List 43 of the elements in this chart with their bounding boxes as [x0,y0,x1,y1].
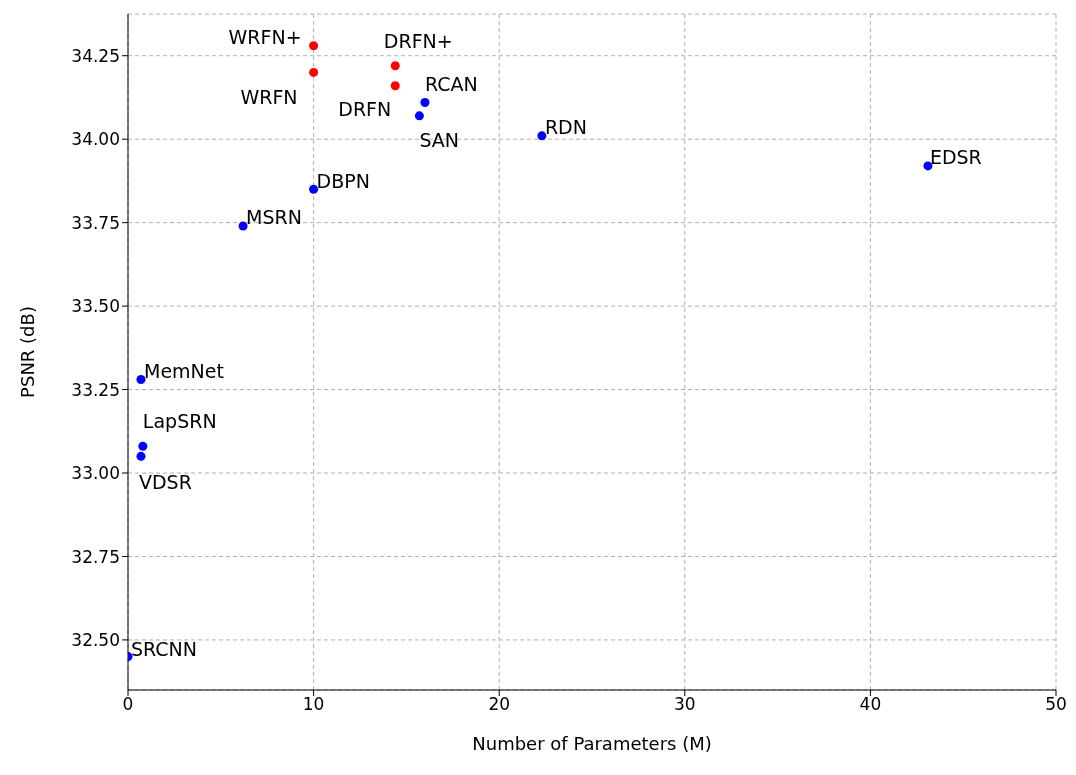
annotation: RCAN [424,73,478,96]
y-tick-label: 34.00 [71,129,120,150]
annotation: DBPN [316,170,370,193]
annotation: DRFN+ [383,29,453,52]
y-axis-title: PSNR (dB) [17,306,39,398]
annotation: MemNet [143,359,224,382]
point [136,451,146,461]
point [537,131,547,141]
point [923,161,933,171]
point [309,41,319,51]
y-tick-label: 33.25 [71,379,120,400]
point [390,61,400,71]
x-tick-label: 40 [859,694,882,715]
x-tick-label: 0 [122,694,134,715]
annotation: DRFN [338,97,392,120]
point [420,97,430,107]
annotation: LapSRN [142,410,217,433]
x-axis-title: Number of Parameters (M) [472,733,712,754]
y-tick-label: 34.25 [71,45,120,66]
annotation: MSRN [246,205,302,228]
annotation: SRCNN [131,637,198,660]
annotation: VDSR [138,471,192,494]
point [138,441,148,451]
point [390,81,400,91]
point [238,221,248,231]
x-tick-label: 50 [1045,694,1067,715]
annotation: SAN [419,128,460,151]
annotation: WRFN [240,86,298,109]
annotation: EDSR [929,145,982,168]
point [309,184,319,194]
y-tick-label: 33.00 [71,463,120,484]
point [136,375,146,385]
y-tick-label: 33.50 [71,296,120,317]
x-tick-label: 20 [488,694,511,715]
annotation: RDN [544,115,587,138]
y-tick-label: 33.75 [71,212,120,233]
point [414,111,424,121]
x-tick-label: 30 [673,694,696,715]
point [309,67,319,77]
y-tick-label: 32.50 [71,629,120,650]
x-tick-label: 10 [302,694,325,715]
y-tick-label: 32.75 [71,546,120,567]
annotation: WRFN+ [228,25,302,48]
